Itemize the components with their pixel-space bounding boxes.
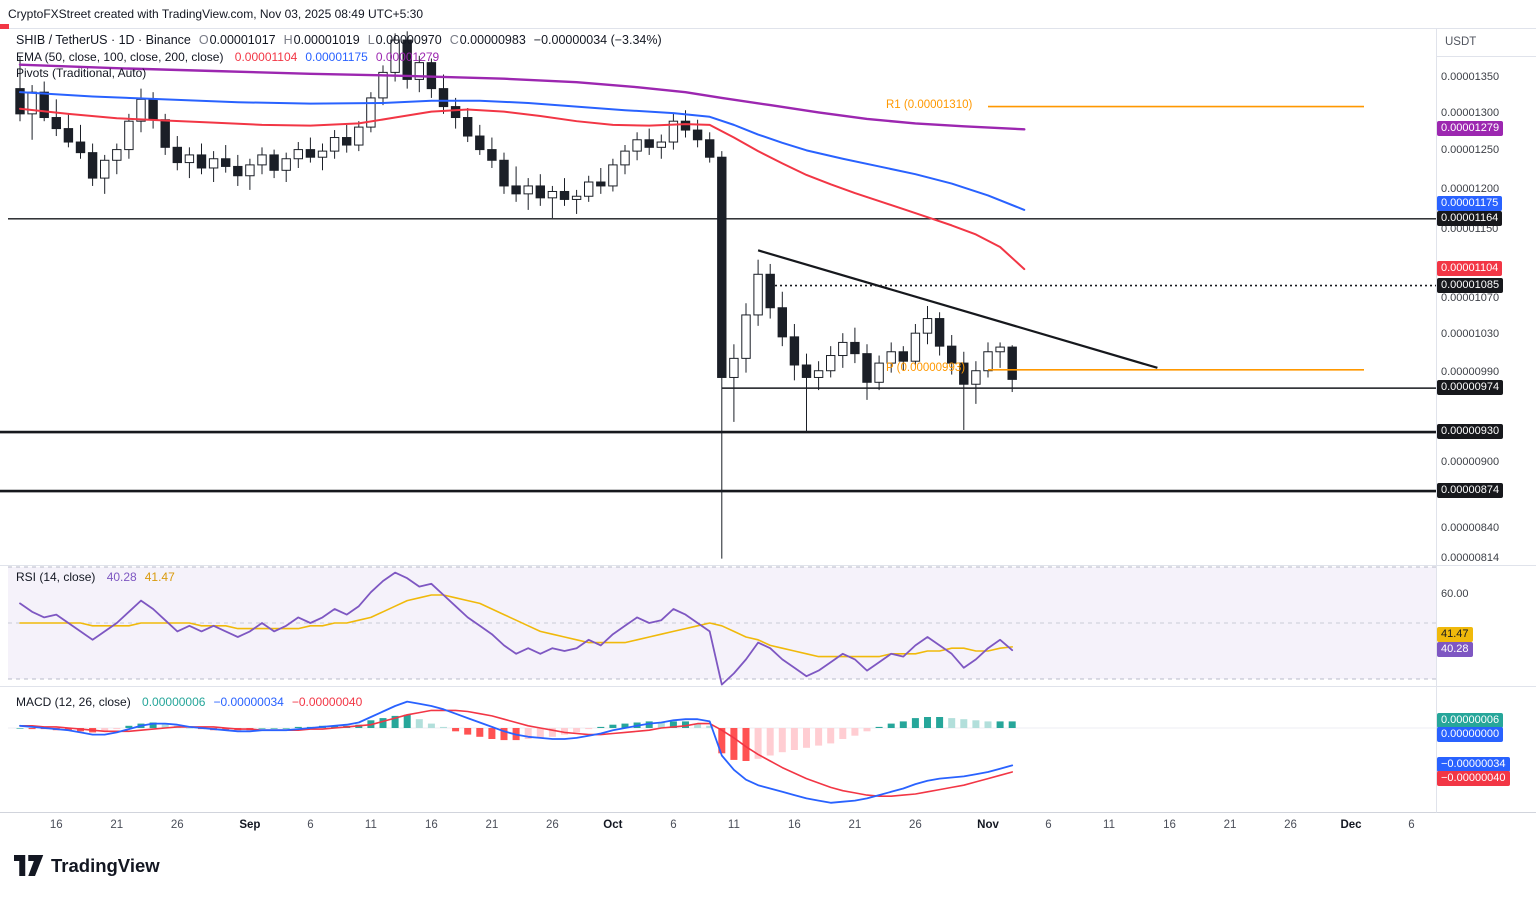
time-label: 16 xyxy=(49,819,63,831)
time-label-month: Sep xyxy=(239,819,261,831)
rsi-legend-values: 40.28 41.47 xyxy=(99,570,175,584)
price-tick: 0.00000840 xyxy=(1441,521,1500,534)
symbol-legend[interactable]: SHIB / TetherUS · 1D · Binance O0.0000101… xyxy=(16,33,662,47)
ema-legend-label: EMA (50, close, 100, close, 200, close) xyxy=(16,50,224,64)
time-label: 6 xyxy=(1408,819,1415,831)
ema-value-0: 0.00001104 xyxy=(234,50,298,64)
pivot-label-p: P (0.00000993) xyxy=(886,361,966,374)
close-label: C xyxy=(449,33,459,47)
pivot-label-r1: R1 (0.00001310) xyxy=(886,98,973,111)
price-badge: 0.00001175 xyxy=(1437,195,1503,211)
price-tick: 0.00001150 xyxy=(1441,223,1499,236)
close-value: 0.00000983 xyxy=(459,33,526,47)
rsi-value-0: 40.28 xyxy=(106,570,137,584)
price-tick: 0.00000990 xyxy=(1441,365,1500,378)
low-value: 0.00000970 xyxy=(375,33,442,47)
price-tick: 0.00001350 xyxy=(1441,71,1500,83)
macd-value-2: −0.00000040 xyxy=(291,695,363,709)
time-label: 11 xyxy=(727,819,740,831)
price-badge: 0.00001085 xyxy=(1437,277,1504,293)
time-axis[interactable] xyxy=(0,812,1436,842)
macd-badge: −0.00000040 xyxy=(1437,771,1510,787)
ema-legend[interactable]: EMA (50, close, 100, close, 200, close) … xyxy=(16,50,439,64)
rsi-legend[interactable]: RSI (14, close) 40.28 41.47 xyxy=(16,570,175,584)
rsi-badge: 40.28 xyxy=(1437,642,1473,658)
time-label: 16 xyxy=(424,819,438,831)
rsi-legend-label: RSI (14, close) xyxy=(16,570,96,584)
ema-legend-values: 0.00001104 0.00001175 0.00001279 xyxy=(227,50,439,64)
price-tick: 0.00001250 xyxy=(1441,144,1500,157)
change-value: −0.00000034 (−3.34%) xyxy=(533,33,662,47)
ema-value-1: 0.00001175 xyxy=(305,50,368,64)
rsi-value-1: 41.47 xyxy=(144,570,175,584)
time-label: 6 xyxy=(307,819,314,831)
macd-value-1: −0.00000034 xyxy=(213,695,284,709)
time-label: 21 xyxy=(485,819,499,831)
time-label: 26 xyxy=(1284,819,1297,831)
axis-currency-label: USDT xyxy=(1445,36,1477,48)
macd-legend-label: MACD (12, 26, close) xyxy=(16,695,131,709)
macd-badge: 0.00000006 xyxy=(1437,713,1504,729)
time-label-month: Oct xyxy=(603,819,623,831)
logo-fragment xyxy=(0,24,9,29)
price-badge: 0.00001279 xyxy=(1437,121,1504,137)
tradingview-logo-icon xyxy=(14,855,44,876)
price-badge: 0.00000930 xyxy=(1437,424,1504,440)
time-label: 6 xyxy=(1045,819,1052,831)
ema-value-2: 0.00001279 xyxy=(375,50,440,64)
price-badge: 0.00000974 xyxy=(1437,380,1504,396)
attribution-text: CryptoFXStreet created with TradingView.… xyxy=(8,7,423,21)
time-label: 26 xyxy=(545,819,559,831)
open-label: O xyxy=(198,33,209,47)
time-label: 11 xyxy=(364,819,377,831)
time-label: 21 xyxy=(1223,819,1237,831)
time-label: 6 xyxy=(670,819,677,831)
rsi-badge: 41.47 xyxy=(1437,627,1473,643)
macd-badge: 0.00000000 xyxy=(1437,727,1504,743)
pivots-legend-label: Pivots (Traditional, Auto) xyxy=(16,66,147,80)
time-label: 16 xyxy=(1163,819,1176,831)
high-label: H xyxy=(283,33,293,47)
price-tick: 0.00001300 xyxy=(1441,106,1500,119)
tradingview-logo[interactable]: TradingView xyxy=(14,854,160,877)
price-tick: 0.00001030 xyxy=(1441,328,1500,341)
time-label: 16 xyxy=(787,819,801,831)
time-label-month: Nov xyxy=(977,819,999,831)
time-label: 21 xyxy=(848,819,862,831)
time-label: 26 xyxy=(170,819,184,831)
macd-value-0: 0.00000006 xyxy=(142,695,206,709)
rsi-tick: 60.00 xyxy=(1441,588,1469,600)
price-badge: 0.00001164 xyxy=(1437,210,1503,226)
price-tick: 0.00000814 xyxy=(1441,551,1500,564)
price-tick: 0.00001070 xyxy=(1441,291,1500,304)
pivots-legend[interactable]: Pivots (Traditional, Auto) xyxy=(16,66,146,80)
macd-legend-values: 0.00000006 −0.00000034 −0.00000040 xyxy=(134,695,362,709)
tradingview-logo-text: TradingView xyxy=(51,854,160,876)
low-label: L xyxy=(367,33,375,47)
time-label-month: Dec xyxy=(1340,819,1362,831)
price-badge: 0.00001104 xyxy=(1437,261,1503,277)
open-value: 0.00001017 xyxy=(209,33,276,47)
time-label: 11 xyxy=(1103,819,1115,831)
macd-badge: −0.00000034 xyxy=(1437,757,1510,773)
price-badge: 0.00000874 xyxy=(1437,483,1504,499)
time-label: 26 xyxy=(908,819,922,831)
price-tick: 0.00001200 xyxy=(1441,182,1500,195)
price-tick: 0.00000900 xyxy=(1441,456,1500,469)
time-label: 21 xyxy=(110,819,124,831)
high-value: 0.00001019 xyxy=(293,33,360,47)
symbol-title: SHIB / TetherUS · 1D · Binance xyxy=(16,33,191,47)
macd-legend[interactable]: MACD (12, 26, close) 0.00000006 −0.000000… xyxy=(16,695,362,709)
